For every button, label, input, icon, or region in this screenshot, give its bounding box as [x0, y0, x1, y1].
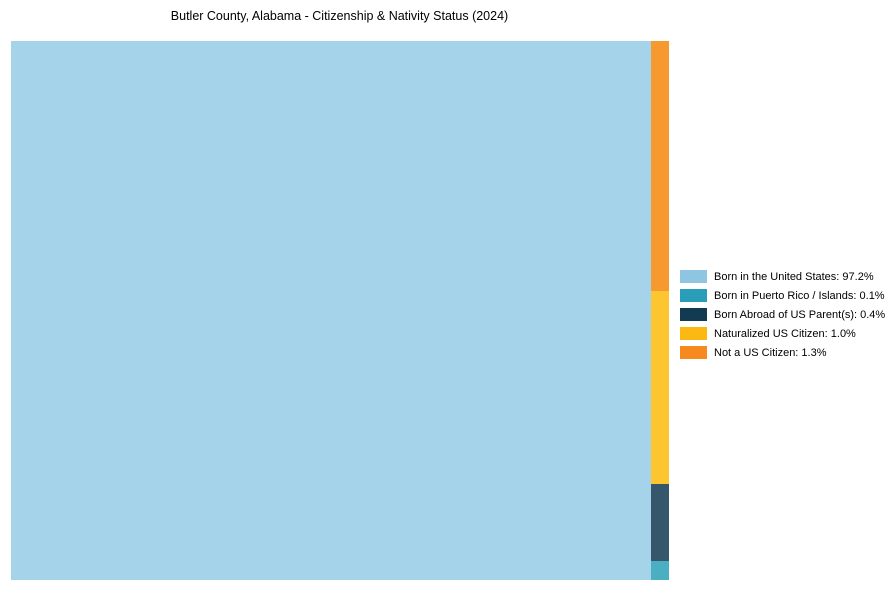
legend-swatch-naturalized-us-citizen-icon: [680, 327, 707, 340]
legend-swatch-born-abroad-us-parents-icon: [680, 308, 707, 321]
legend-item-born-abroad-us-parents[interactable]: Born Abroad of US Parent(s): 0.4%: [680, 305, 885, 324]
treemap-tile-born-in-us[interactable]: [11, 41, 651, 580]
legend-label: Naturalized US Citizen: 1.0%: [714, 327, 856, 340]
legend-label: Born in Puerto Rico / Islands: 0.1%: [714, 289, 885, 302]
treemap-tile-naturalized-us-citizen[interactable]: [650, 291, 669, 484]
legend-swatch-not-a-us-citizen-icon: [680, 346, 707, 359]
treemap-tile-born-abroad-us-parents[interactable]: [650, 483, 669, 561]
legend-item-not-a-us-citizen[interactable]: Not a US Citizen: 1.3%: [680, 343, 885, 362]
legend-label: Born in the United States: 97.2%: [714, 270, 874, 283]
treemap-tile-not-a-us-citizen[interactable]: [650, 41, 669, 292]
legend-item-naturalized-us-citizen[interactable]: Naturalized US Citizen: 1.0%: [680, 324, 885, 343]
treemap-tile-born-in-puerto-rico[interactable]: [650, 560, 669, 580]
legend-label: Not a US Citizen: 1.3%: [714, 346, 827, 359]
legend-item-born-in-puerto-rico[interactable]: Born in Puerto Rico / Islands: 0.1%: [680, 286, 885, 305]
legend-item-born-in-us[interactable]: Born in the United States: 97.2%: [680, 267, 885, 286]
treemap-minor-column: [650, 41, 669, 580]
treemap-plot: [11, 41, 669, 580]
chart-title: Butler County, Alabama - Citizenship & N…: [170, 9, 509, 23]
legend-swatch-born-in-us-icon: [680, 270, 707, 283]
legend: Born in the United States: 97.2% Born in…: [680, 267, 885, 362]
legend-swatch-born-in-puerto-rico-icon: [680, 289, 707, 302]
legend-label: Born Abroad of US Parent(s): 0.4%: [714, 308, 886, 321]
